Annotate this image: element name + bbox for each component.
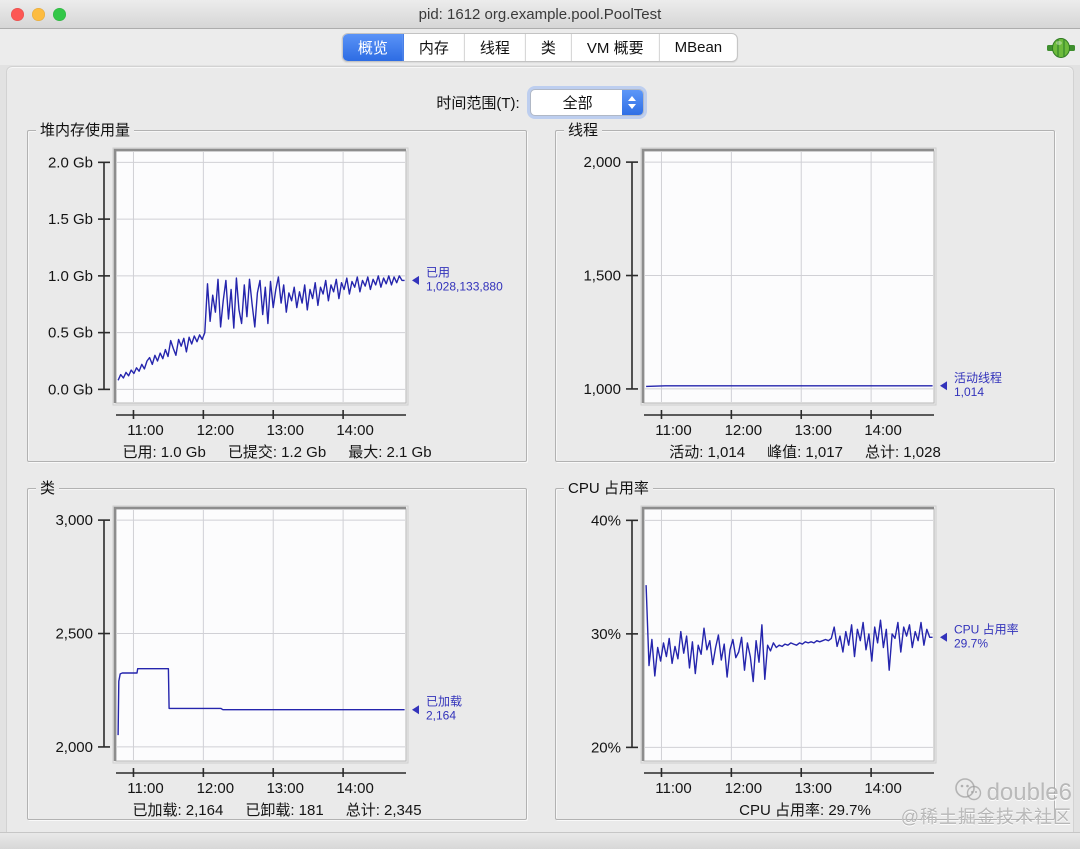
chart-classes: 类 3,000 2,500 2,000 11:00 12:00 13:00 14:00 已加载… — [27, 479, 527, 820]
svg-text:30%: 30% — [591, 626, 621, 643]
tab-overview[interactable]: 概览 — [342, 34, 404, 61]
classes-plot: 3,000 2,500 2,000 11:00 12:00 13:00 14:00 已加载2,… — [55, 505, 462, 797]
threads-plot: 2,000 1,500 1,000 11:00 12:00 13:00 14:00 活动线程1… — [583, 147, 1002, 439]
overview-panel: 时间范围(T): 全部 堆内存使用量 2.0 Gb 1.5 Gb 1.0 Gb 0.5… — [6, 66, 1074, 832]
svg-text:1.0 Gb: 1.0 Gb — [48, 268, 93, 285]
chart-title: 线程 — [564, 121, 603, 140]
svg-text:2.0 Gb: 2.0 Gb — [48, 154, 93, 171]
svg-text:2,500: 2,500 — [55, 626, 93, 643]
chart-cpu-usage: CPU 占用率 40% 30% 20% 11:00 12:00 13:00 14:00 CPU… — [555, 479, 1055, 820]
svg-text:11:00: 11:00 — [655, 780, 691, 797]
chart-summary-item: 活动: 1,014 — [669, 444, 746, 461]
tab-bar: 概览 内存 线程类 VM 概要 MBean — [0, 29, 1080, 65]
svg-text:2,164: 2,164 — [426, 709, 456, 723]
tab-strip: 概览 内存 线程类 VM 概要 MBean — [341, 33, 739, 62]
svg-text:1,028,133,880: 1,028,133,880 — [426, 279, 503, 293]
chart-summary: 活动: 1,014 峰值: 1,017 总计: 1,028 — [556, 441, 1054, 462]
svg-text:14:00: 14:00 — [864, 780, 902, 797]
svg-text:1,500: 1,500 — [583, 268, 621, 285]
svg-text:活动线程: 活动线程 — [954, 370, 1002, 385]
chart-summary-item: 总计: 1,028 — [864, 444, 941, 461]
minimize-button[interactable] — [32, 7, 45, 21]
svg-text:2,000: 2,000 — [583, 154, 621, 171]
svg-text:12:00: 12:00 — [197, 780, 235, 797]
svg-text:14:00: 14:00 — [336, 780, 374, 797]
svg-text:11:00: 11:00 — [127, 422, 163, 439]
chart-summary-item: 已加载: 2,164 — [132, 802, 224, 819]
close-button[interactable] — [11, 7, 24, 21]
chart-summary: CPU 占用率: 29.7% — [556, 799, 1054, 820]
tab-memory[interactable]: 内存 — [404, 34, 465, 61]
chart-summary-item: 已用: 1.0 Gb — [122, 444, 206, 461]
tab-vm-summary[interactable]: VM 概要 — [572, 34, 660, 61]
svg-text:12:00: 12:00 — [197, 422, 235, 439]
tab-classes[interactable]: 类 — [526, 34, 572, 61]
zoom-button[interactable] — [53, 7, 66, 21]
traffic-lights — [11, 0, 66, 28]
select-stepper-icon[interactable] — [621, 90, 643, 115]
chart-summary-item: 最大: 2.1 Gb — [348, 444, 432, 461]
svg-text:1.5 Gb: 1.5 Gb — [48, 211, 93, 228]
svg-text:14:00: 14:00 — [336, 422, 374, 439]
svg-text:13:00: 13:00 — [266, 780, 304, 797]
svg-text:29.7%: 29.7% — [954, 636, 988, 650]
svg-text:0.0 Gb: 0.0 Gb — [48, 381, 93, 398]
svg-text:11:00: 11:00 — [655, 422, 691, 439]
tab-mbean[interactable]: MBean — [674, 39, 723, 56]
svg-text:已用: 已用 — [426, 265, 450, 279]
tab-threads[interactable]: 线程 — [465, 34, 526, 61]
svg-text:20%: 20% — [591, 739, 621, 756]
window-bottom-edge — [0, 832, 1080, 849]
time-range-row: 时间范围(T): 全部 — [7, 89, 1073, 116]
svg-text:1,014: 1,014 — [954, 385, 984, 399]
svg-text:13:00: 13:00 — [266, 422, 304, 439]
chart-summary-item: 峰值: 1,017 — [767, 444, 843, 461]
chart-summary-item: CPU 占用率: 29.7% — [739, 802, 871, 819]
chart-summary-item: 已卸载: 181 — [245, 802, 324, 819]
svg-text:13:00: 13:00 — [794, 780, 832, 797]
chart-summary-item: 已提交: 1.2 Gb — [227, 444, 327, 461]
time-range-value: 全部 — [562, 95, 593, 112]
chart-threads: 线程 2,000 1,500 1,000 11:00 12:00 13:00 14:00 活动… — [555, 121, 1055, 462]
titlebar: pid: 1612 org.example.pool.PoolTest — [0, 0, 1080, 29]
chart-summary: 已用: 1.0 Gb 已提交: 1.2 Gb 最大: 2.1 Gb — [28, 441, 526, 462]
chart-heap-memory: 堆内存使用量 2.0 Gb 1.5 Gb 1.0 Gb 0.5 Gb 0.0 Gb 11:… — [27, 121, 527, 462]
chart-title: 堆内存使用量 — [36, 121, 135, 140]
time-range-label: 时间范围(T): — [436, 95, 520, 112]
svg-text:12:00: 12:00 — [725, 422, 763, 439]
svg-text:13:00: 13:00 — [794, 422, 832, 439]
svg-text:11:00: 11:00 — [127, 780, 163, 797]
svg-text:2,000: 2,000 — [55, 739, 93, 756]
svg-text:0.5 Gb: 0.5 Gb — [48, 325, 93, 342]
time-range-select[interactable]: 全部 — [529, 89, 644, 116]
charts-grid: 堆内存使用量 2.0 Gb 1.5 Gb 1.0 Gb 0.5 Gb 0.0 Gb 11:… — [7, 121, 1073, 820]
chart-title: CPU 占用率 — [564, 479, 653, 498]
svg-text:CPU 占用率: CPU 占用率 — [954, 621, 1019, 636]
chart-summary: 已加载: 2,164 已卸载: 181 总计: 2,345 — [28, 799, 526, 820]
svg-text:40%: 40% — [591, 512, 621, 529]
svg-text:14:00: 14:00 — [864, 422, 902, 439]
svg-text:12:00: 12:00 — [725, 780, 763, 797]
connection-plug-icon[interactable] — [1046, 37, 1076, 59]
heap-memory-plot: 2.0 Gb 1.5 Gb 1.0 Gb 0.5 Gb 0.0 Gb 11:00 12:00… — [48, 147, 503, 439]
svg-text:1,000: 1,000 — [583, 381, 621, 398]
chart-title: 类 — [36, 479, 60, 498]
svg-text:3,000: 3,000 — [55, 512, 93, 529]
svg-text:已加载: 已加载 — [426, 695, 462, 709]
cpu-usage-plot: 40% 30% 20% 11:00 12:00 13:00 14:00 CPU 占用率29.7… — [591, 505, 1019, 797]
window-title: pid: 1612 org.example.pool.PoolTest — [418, 5, 662, 23]
chart-summary-item: 总计: 2,345 — [345, 802, 422, 819]
